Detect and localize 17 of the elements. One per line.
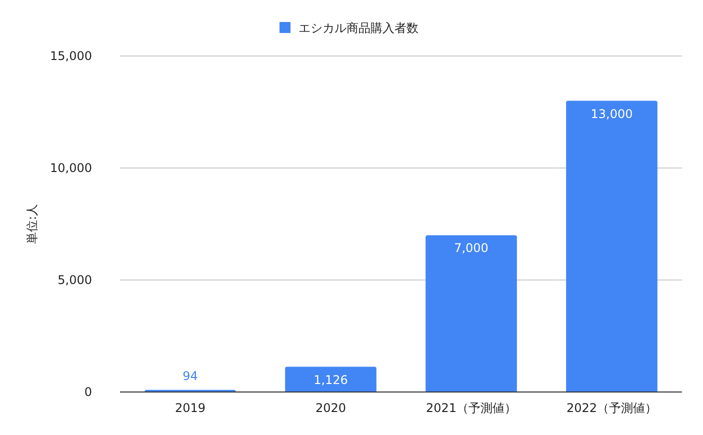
data-label: 94 — [182, 368, 198, 383]
data-label: 7,000 — [454, 241, 488, 256]
y-tick-label: 0 — [84, 385, 92, 399]
bar — [566, 100, 658, 392]
x-tick-label: 2020 — [315, 401, 346, 415]
x-tick-label: 2019 — [174, 401, 206, 415]
bar — [285, 366, 376, 392]
x-tick-label: 2022（予測値） — [566, 401, 658, 415]
data-label: 1,126 — [314, 372, 348, 387]
bar — [426, 235, 517, 392]
y-tick-label: 10,000 — [50, 161, 92, 175]
data-label: 13,000 — [590, 106, 633, 121]
legend-label: エシカル商品購入者数 — [298, 21, 418, 35]
y-tick-label: 15,000 — [50, 49, 92, 63]
x-tick-label: 2021（予測値） — [426, 401, 517, 415]
y-tick-label: 5,000 — [58, 273, 92, 287]
y-axis-title: 単位:人 — [25, 204, 39, 244]
